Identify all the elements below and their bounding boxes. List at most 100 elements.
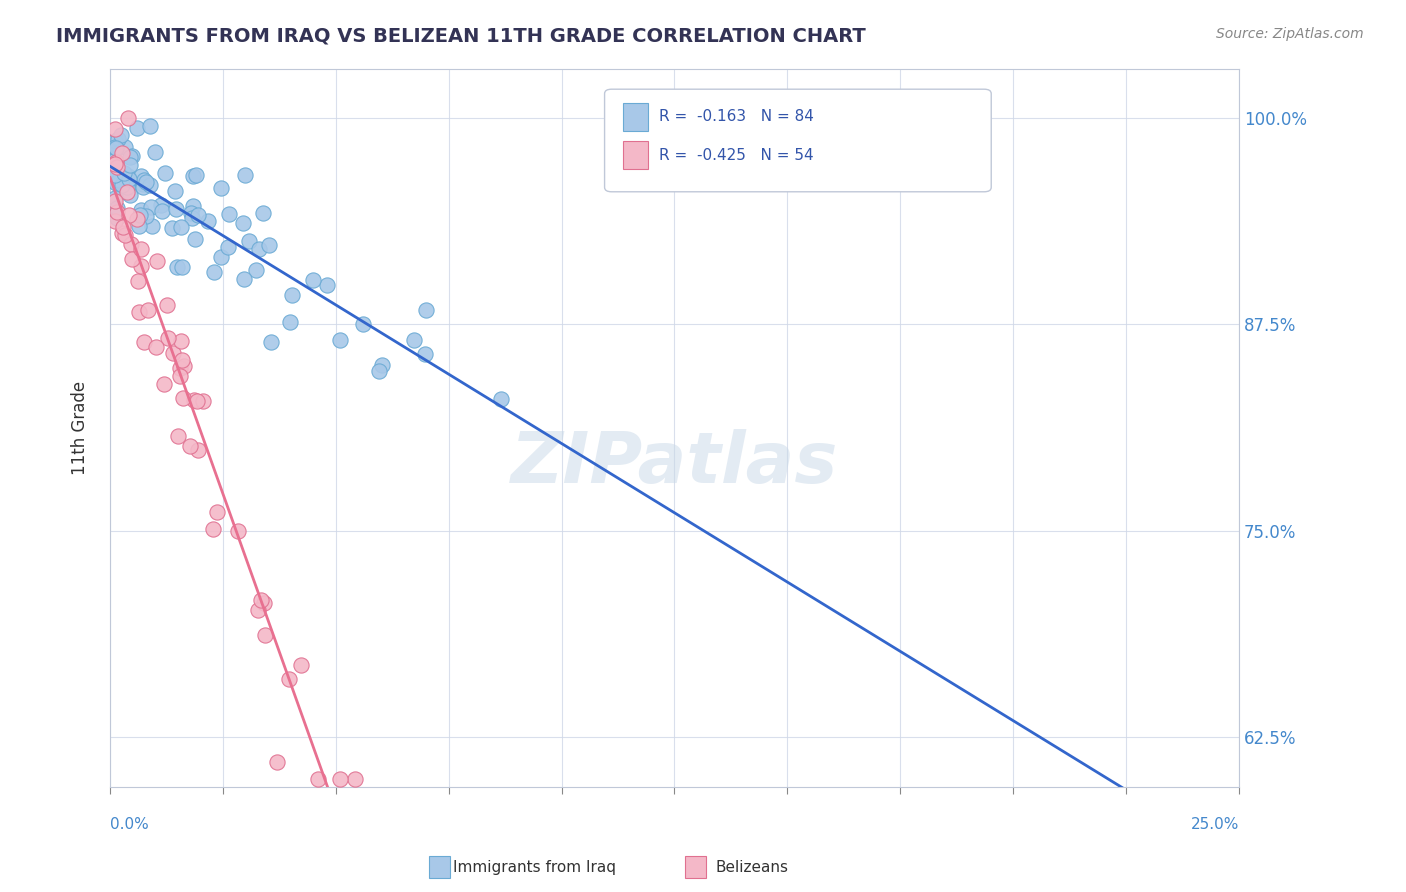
Point (367, 364, 389, 378)
Point (187, 443, 209, 458)
Point (121, 149, 143, 163)
Point (153, 166, 176, 180)
Point (207, 505, 229, 519)
Point (103, 191, 125, 205)
Text: 0.0%: 0.0% (110, 817, 149, 832)
Point (132, 334, 155, 349)
Point (152, 204, 174, 219)
Point (277, 672, 299, 686)
Point (197, 214, 219, 228)
Point (103, 194, 125, 208)
Point (166, 260, 188, 274)
Point (135, 174, 157, 188)
Text: R =  -0.163   N = 84: R = -0.163 N = 84 (659, 110, 814, 124)
Point (157, 331, 180, 345)
Point (105, 202, 128, 216)
Point (308, 772, 330, 786)
Point (169, 368, 191, 383)
Point (128, 305, 150, 319)
Point (191, 394, 214, 409)
Point (120, 158, 142, 172)
Point (105, 155, 128, 169)
Point (103, 135, 125, 149)
Point (226, 524, 249, 538)
Point (129, 259, 152, 273)
Point (415, 302, 437, 317)
Point (170, 334, 193, 348)
Point (111, 145, 134, 160)
Point (254, 628, 277, 642)
Point (218, 207, 240, 221)
Point (103, 213, 125, 227)
Point (110, 128, 132, 143)
Point (156, 298, 179, 312)
Point (160, 221, 183, 235)
Point (181, 199, 204, 213)
Point (259, 238, 281, 252)
Point (153, 376, 176, 391)
Point (165, 184, 187, 198)
Point (132, 180, 155, 194)
Point (209, 250, 232, 264)
Point (103, 140, 125, 154)
Point (186, 394, 208, 409)
Point (173, 359, 195, 373)
Point (112, 166, 135, 180)
Y-axis label: 11th Grade: 11th Grade (72, 381, 89, 475)
Point (127, 120, 149, 135)
Point (278, 315, 301, 329)
Text: Immigrants from Iraq: Immigrants from Iraq (453, 860, 616, 874)
Point (183, 393, 205, 408)
Point (141, 219, 163, 233)
Point (260, 334, 283, 349)
Point (290, 657, 312, 672)
Point (315, 277, 337, 292)
Point (143, 145, 166, 160)
Point (415, 347, 437, 361)
Point (233, 168, 256, 182)
Point (343, 772, 366, 786)
Point (132, 173, 155, 187)
Point (128, 208, 150, 222)
Point (181, 169, 204, 184)
Point (145, 340, 167, 354)
Text: ZIPatlas: ZIPatlas (510, 429, 838, 498)
Point (128, 219, 150, 234)
Text: 25.0%: 25.0% (1191, 817, 1239, 832)
Point (129, 203, 152, 218)
Point (108, 173, 131, 187)
Point (371, 358, 394, 372)
Point (232, 216, 254, 230)
Point (170, 260, 193, 275)
Point (253, 596, 276, 610)
Point (184, 168, 207, 182)
Point (121, 252, 143, 266)
Point (150, 197, 173, 211)
Point (114, 227, 136, 242)
Point (136, 302, 159, 317)
Point (117, 180, 139, 194)
Point (183, 232, 205, 246)
Text: Source: ZipAtlas.com: Source: ZipAtlas.com (1216, 27, 1364, 41)
Point (280, 288, 302, 302)
Point (209, 181, 232, 195)
Point (165, 202, 187, 217)
Point (302, 273, 325, 287)
Point (105, 176, 128, 190)
Point (245, 262, 267, 277)
Point (132, 178, 155, 192)
Point (166, 429, 188, 443)
Point (169, 361, 191, 376)
Point (118, 150, 141, 164)
Point (112, 220, 135, 235)
Point (162, 346, 184, 360)
Point (105, 141, 128, 155)
Point (135, 209, 157, 223)
Text: Belizeans: Belizeans (716, 860, 789, 874)
Point (180, 206, 202, 220)
Point (329, 772, 352, 786)
Point (103, 168, 125, 182)
Point (250, 592, 273, 607)
Point (170, 219, 193, 234)
Point (114, 172, 136, 186)
